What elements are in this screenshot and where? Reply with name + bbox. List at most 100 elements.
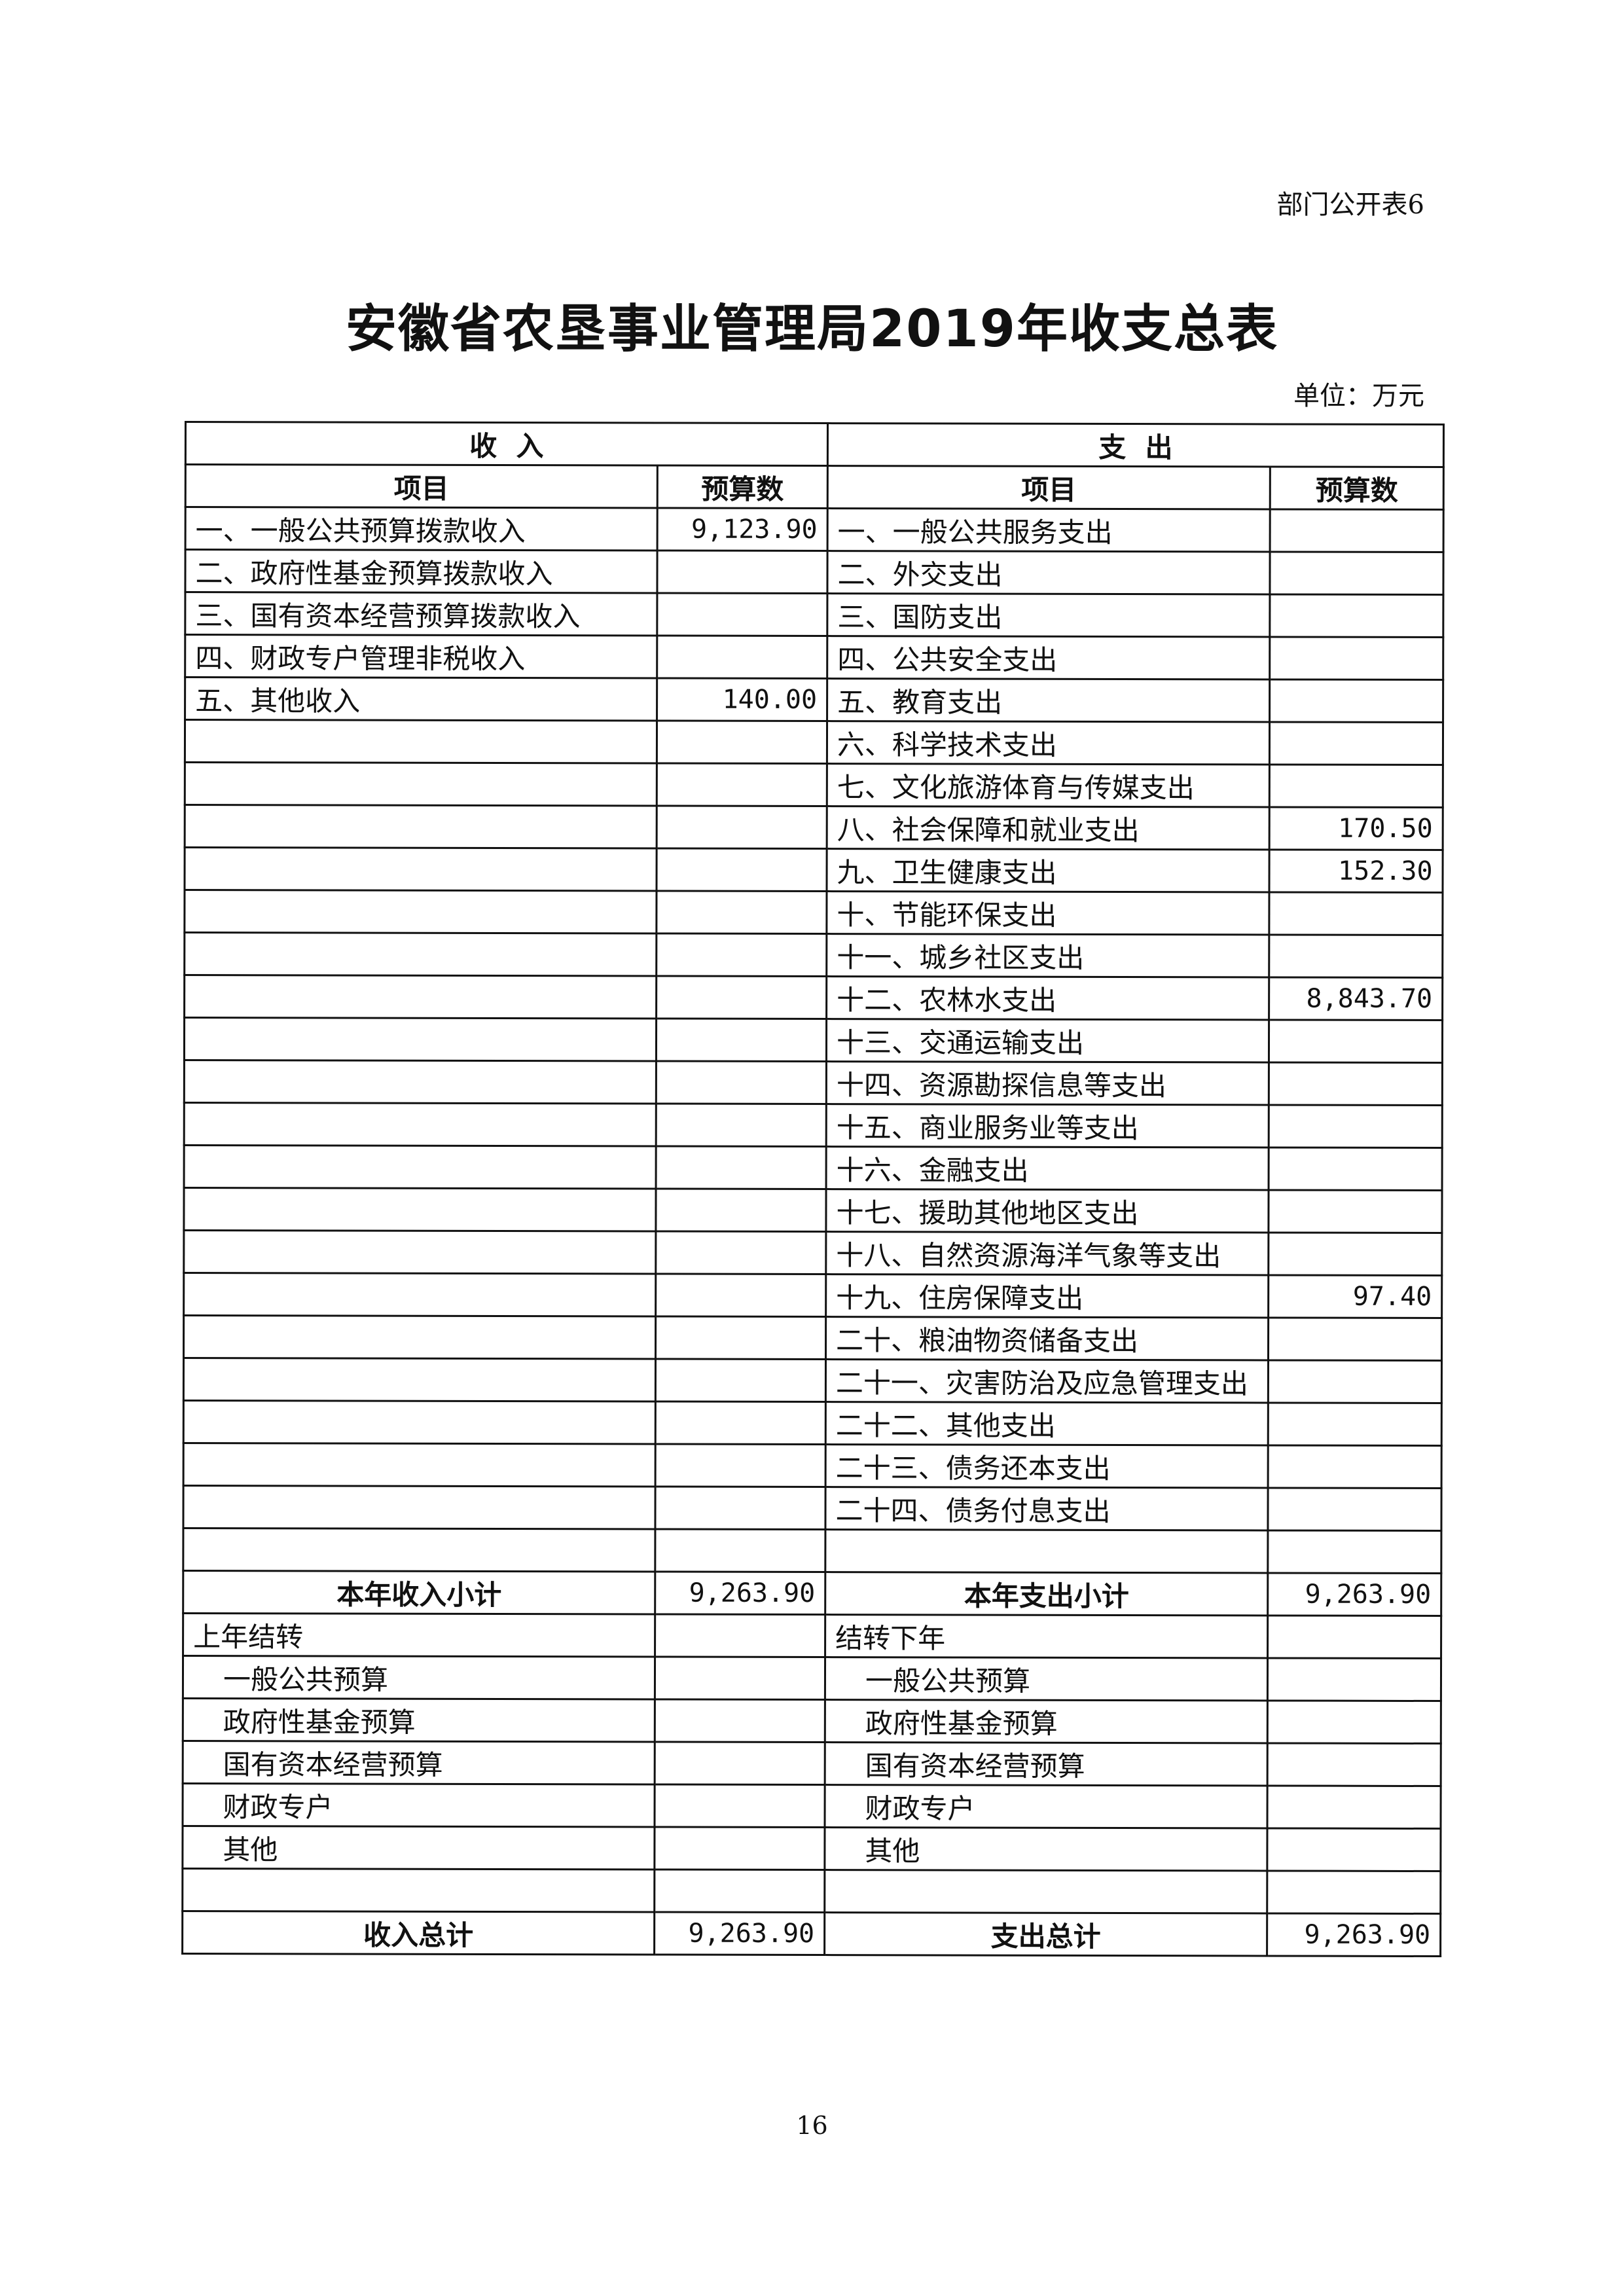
budget-table: 收 入 支 出 项目 预算数 项目 预算数 一、一般公共预算拨款收入 9,123.… bbox=[181, 421, 1445, 1957]
form-tag: 部门公开表6 bbox=[1276, 190, 1424, 220]
income-item-cell bbox=[183, 1400, 656, 1445]
income-budget-cell bbox=[655, 1699, 825, 1743]
income-budget-cell bbox=[655, 1614, 825, 1657]
expense-item-cell: 七、文化旅游体育与传媒支出 bbox=[827, 763, 1270, 807]
income-item-cell bbox=[184, 1102, 657, 1147]
expense-item-cell: 十五、商业服务业等支出 bbox=[826, 1104, 1269, 1148]
expense-item-cell: 八、社会保障和就业支出 bbox=[827, 806, 1270, 850]
expense-budget-cell bbox=[1269, 551, 1444, 595]
expense-item-cell: 十六、金融支出 bbox=[826, 1146, 1269, 1190]
income-item-cell bbox=[184, 890, 657, 934]
expense-item-cell: 四、公共安全支出 bbox=[827, 636, 1270, 679]
expense-item-cell bbox=[825, 1529, 1268, 1573]
income-item-cell: 二、政府性基金预算拨款收入 bbox=[185, 549, 658, 594]
table-row: 八、社会保障和就业支出 170.50 bbox=[185, 804, 1443, 850]
expense-budget-cell bbox=[1269, 764, 1443, 808]
expense-item-cell: 二十二、其他支出 bbox=[825, 1401, 1269, 1445]
income-item-header: 项目 bbox=[185, 464, 658, 509]
income-budget-cell bbox=[657, 721, 827, 764]
income-budget-cell: 9,263.90 bbox=[654, 1912, 825, 1955]
expense-item-cell: 十一、城乡社区支出 bbox=[826, 933, 1269, 977]
expense-item-cell: 六、科学技术支出 bbox=[827, 721, 1270, 765]
expense-budget-cell bbox=[1269, 721, 1443, 765]
income-budget-cell bbox=[655, 1784, 825, 1828]
expense-item-cell: 本年支出小计 bbox=[825, 1572, 1268, 1616]
expense-budget-cell bbox=[1269, 934, 1443, 978]
income-budget-cell bbox=[655, 1487, 826, 1530]
expense-item-cell: 政府性基金预算 bbox=[825, 1699, 1268, 1743]
income-item-cell: 一般公共预算 bbox=[183, 1655, 655, 1700]
expense-budget-cell bbox=[1267, 1530, 1441, 1574]
expense-budget-cell bbox=[1269, 636, 1443, 680]
expense-budget-cell: 152.30 bbox=[1269, 849, 1443, 893]
income-budget-cell bbox=[654, 1870, 825, 1913]
table-row: 十五、商业服务业等支出 bbox=[184, 1102, 1443, 1148]
expense-item-cell: 二十三、债务还本支出 bbox=[825, 1444, 1269, 1488]
income-item-cell: 国有资本经营预算 bbox=[183, 1741, 655, 1785]
income-item-cell bbox=[183, 1273, 656, 1317]
table-row: 十六、金融支出 bbox=[184, 1145, 1443, 1191]
income-budget-cell bbox=[654, 1827, 825, 1870]
income-header: 收 入 bbox=[185, 422, 828, 466]
income-item-cell: 政府性基金预算 bbox=[183, 1698, 655, 1743]
column-header-row: 项目 预算数 项目 预算数 bbox=[185, 464, 1444, 510]
expense-item-cell: 十二、农林水支出 bbox=[826, 976, 1269, 1020]
unit-label: 单位：万元 bbox=[1293, 381, 1424, 411]
expense-budget-cell: 97.40 bbox=[1268, 1274, 1442, 1318]
expense-item-cell: 三、国防支出 bbox=[827, 593, 1270, 637]
income-item-cell bbox=[183, 1315, 656, 1360]
income-item-cell bbox=[183, 1230, 656, 1274]
income-item-cell bbox=[185, 762, 657, 806]
table-row: 四、财政专户管理非税收入 四、公共安全支出 bbox=[185, 634, 1443, 680]
table-row: 七、文化旅游体育与传媒支出 bbox=[185, 762, 1443, 808]
income-budget-cell bbox=[656, 848, 827, 892]
income-item-cell bbox=[184, 1060, 657, 1104]
expense-budget-cell bbox=[1268, 1360, 1442, 1403]
income-budget-cell bbox=[655, 1657, 825, 1700]
expense-item-cell: 十七、援助其他地区支出 bbox=[825, 1189, 1269, 1233]
page-title: 安徽省农垦事业管理局2019年收支总表 bbox=[345, 300, 1279, 359]
expense-item-cell: 九、卫生健康支出 bbox=[826, 848, 1270, 892]
expense-budget-cell bbox=[1269, 594, 1443, 638]
income-budget-cell bbox=[656, 1061, 827, 1104]
income-item-cell bbox=[184, 975, 657, 1019]
income-item-cell: 其他 bbox=[182, 1826, 655, 1870]
expense-budget-cell bbox=[1269, 892, 1443, 935]
income-budget-cell bbox=[657, 551, 828, 594]
expense-budget-cell: 9,263.90 bbox=[1267, 1572, 1441, 1616]
income-budget-cell bbox=[656, 1104, 827, 1147]
expense-budget-cell bbox=[1267, 1828, 1441, 1871]
table-row: 二十一、灾害防治及应急管理支出 bbox=[183, 1358, 1442, 1403]
income-item-cell: 上年结转 bbox=[183, 1613, 655, 1657]
income-item-cell bbox=[184, 1017, 657, 1062]
income-budget-cell bbox=[657, 763, 827, 806]
income-budget-cell bbox=[655, 1529, 825, 1572]
income-item-cell bbox=[183, 1528, 655, 1572]
income-budget-cell bbox=[655, 1189, 827, 1232]
expense-item-cell: 其他 bbox=[824, 1827, 1268, 1871]
expense-item-cell: 一般公共预算 bbox=[825, 1657, 1268, 1701]
expense-budget-cell bbox=[1269, 1019, 1443, 1063]
subtotal-row: 本年收入小计 9,263.90 本年支出小计 9,263.90 bbox=[183, 1570, 1441, 1616]
income-budget-cell bbox=[656, 1146, 827, 1189]
table-row: 六、科学技术支出 bbox=[185, 719, 1443, 765]
table-row: 一、一般公共预算拨款收入 9,123.90 一、一般公共服务支出 bbox=[185, 507, 1444, 552]
income-item-cell bbox=[183, 1358, 656, 1402]
income-budget-cell bbox=[655, 1231, 826, 1274]
section-header-row: 收 入 支 出 bbox=[185, 422, 1444, 467]
expense-budget-cell bbox=[1267, 1700, 1441, 1744]
expense-item-cell: 二十四、债务付息支出 bbox=[825, 1487, 1269, 1530]
income-item-cell: 三、国有资本经营预算拨款收入 bbox=[185, 592, 657, 636]
table-row: 十、节能环保支出 bbox=[184, 890, 1443, 935]
table-row: 二十三、债务还本支出 bbox=[183, 1443, 1442, 1489]
expense-budget-cell bbox=[1267, 1785, 1441, 1829]
table-row bbox=[183, 1528, 1441, 1574]
income-budget-cell bbox=[655, 1316, 826, 1360]
income-item-cell: 一、一般公共预算拨款收入 bbox=[185, 507, 658, 551]
carry-row: 其他 其他 bbox=[182, 1826, 1441, 1871]
expense-item-cell: 十四、资源勘探信息等支出 bbox=[826, 1061, 1269, 1105]
table-row: 九、卫生健康支出 152.30 bbox=[184, 847, 1443, 893]
expense-item-cell: 财政专户 bbox=[825, 1784, 1268, 1828]
carry-row: 财政专户 财政专户 bbox=[183, 1783, 1441, 1829]
expense-item-cell: 支出总计 bbox=[824, 1912, 1267, 1956]
